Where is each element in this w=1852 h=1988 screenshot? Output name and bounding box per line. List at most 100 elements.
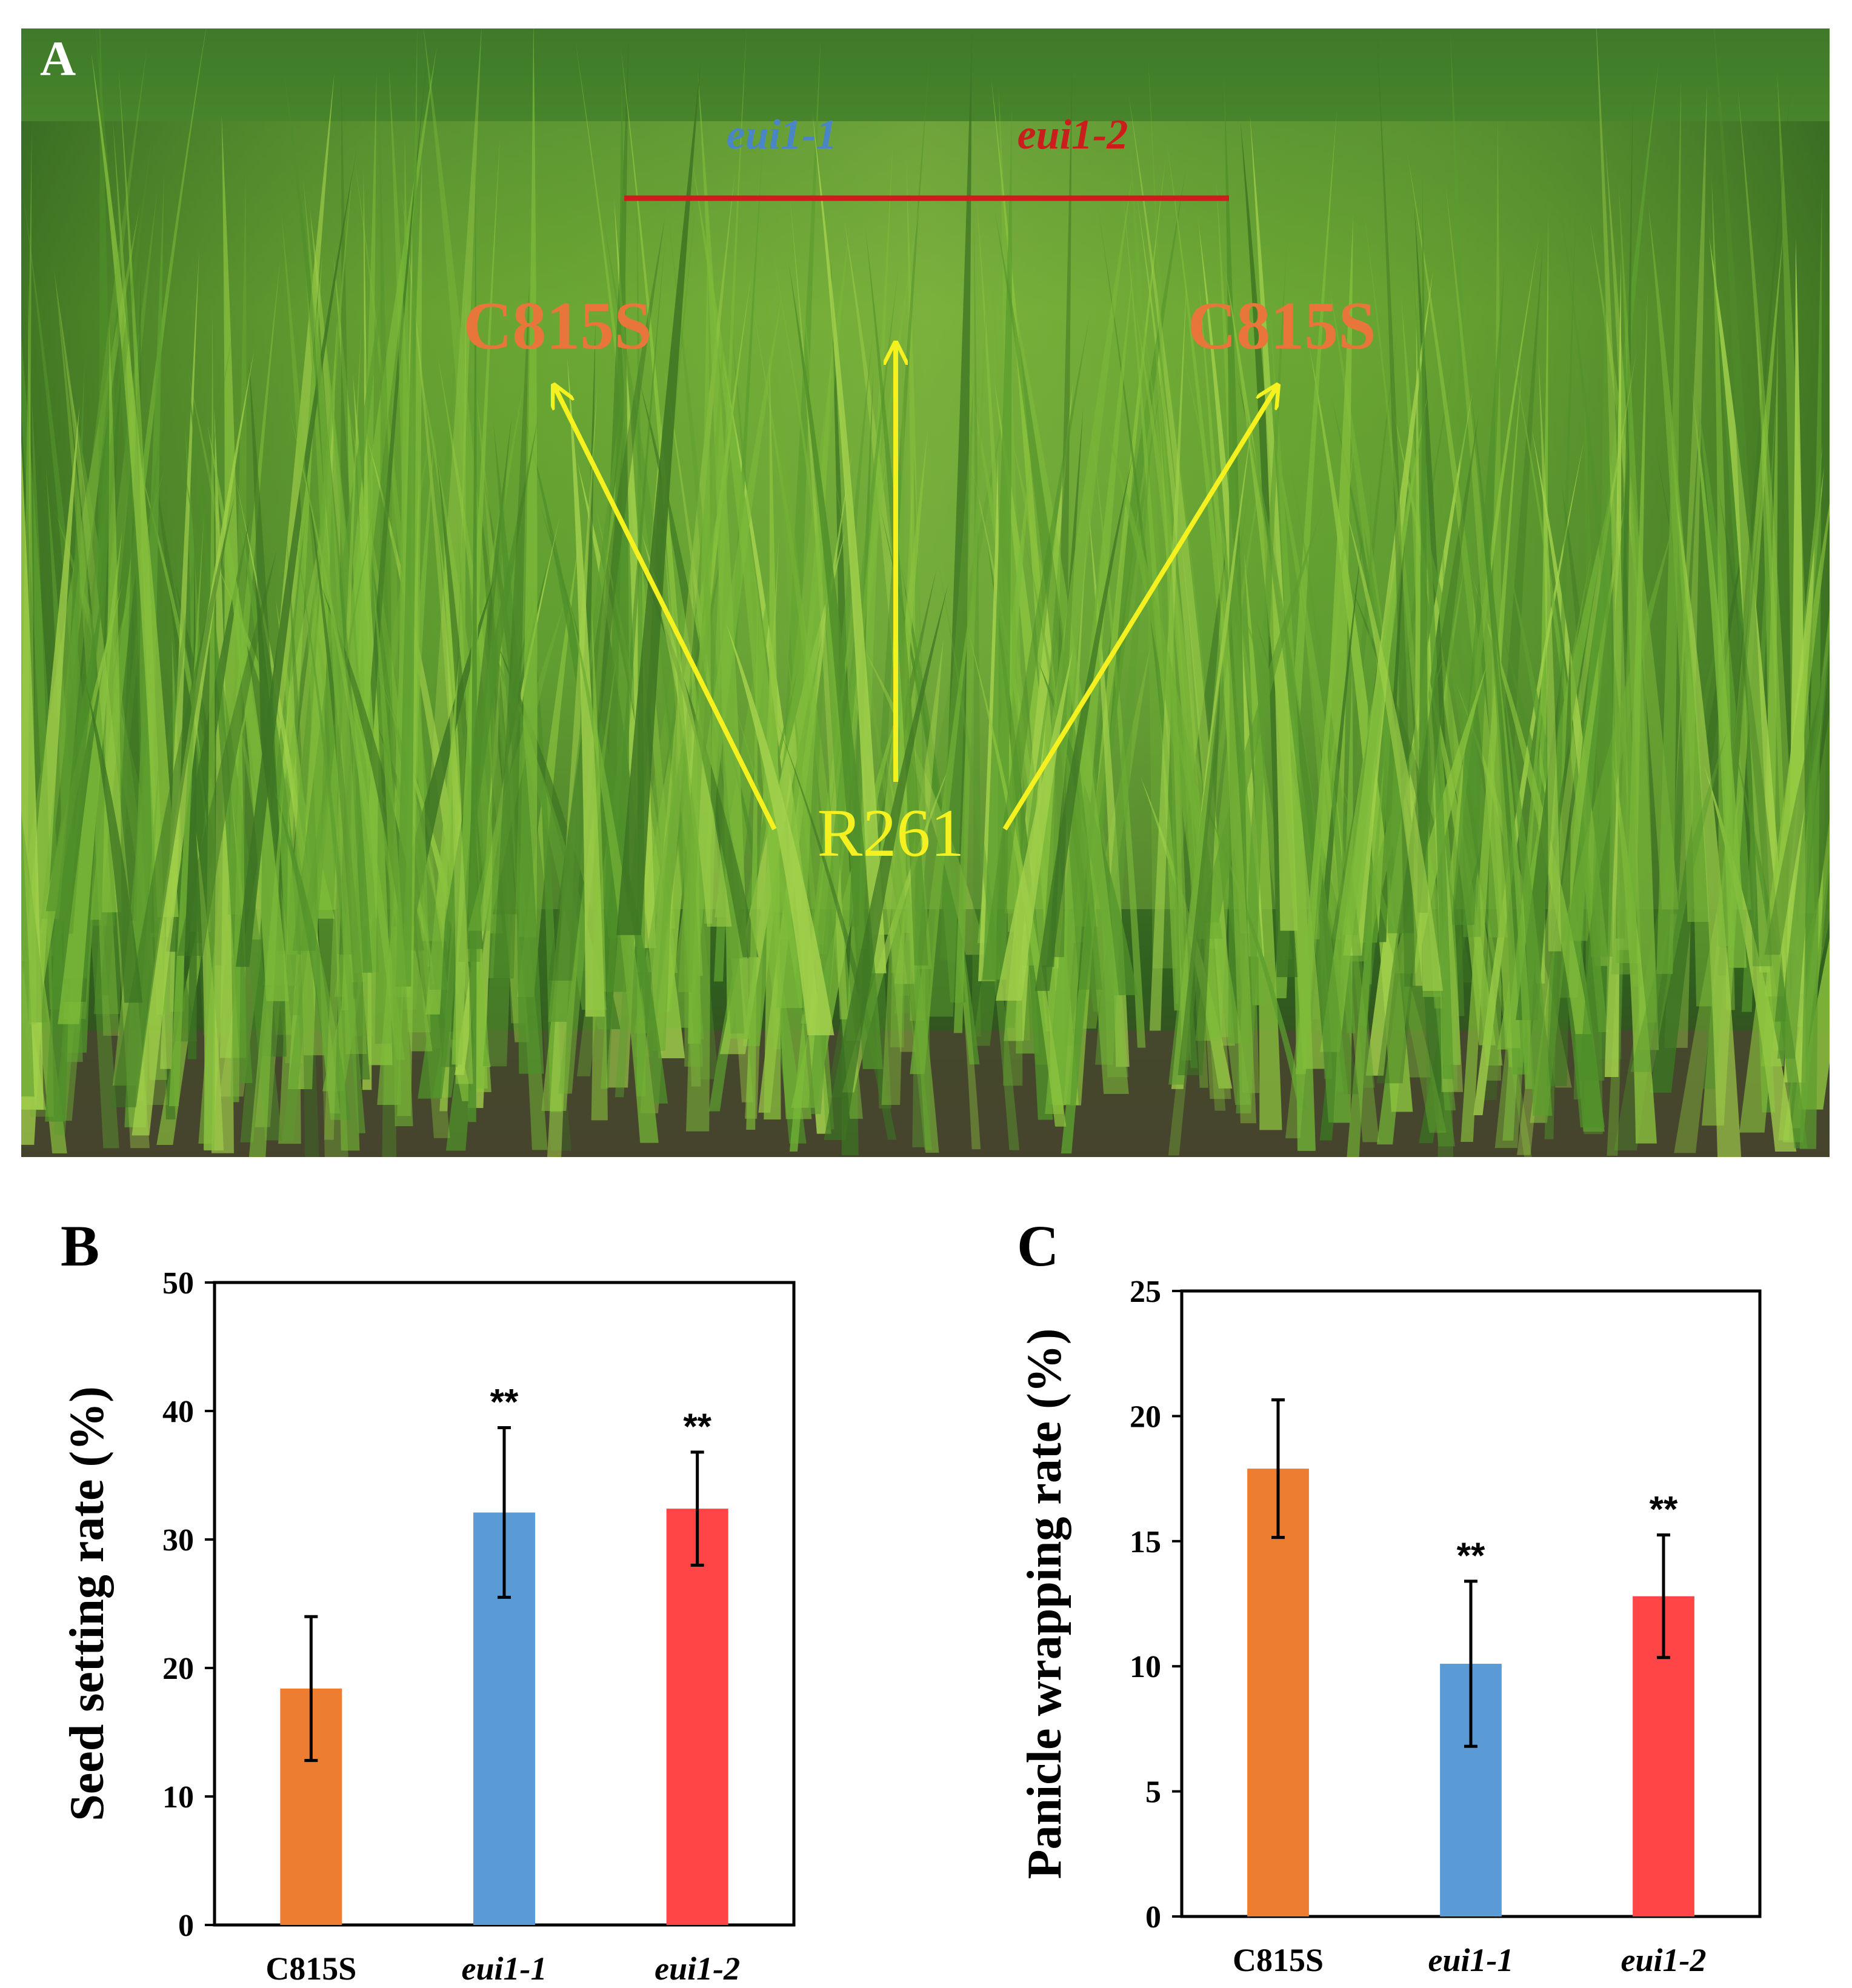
rice-leaf	[1461, 360, 1523, 1142]
y-tick-label: 0	[1145, 1900, 1161, 1935]
y-tick-label: 50	[162, 1266, 194, 1301]
rice-leaf	[362, 420, 471, 941]
rice-leaf	[746, 586, 758, 1130]
rice-leaf	[1557, 187, 1642, 987]
rice-leaf	[467, 601, 565, 931]
rice-leaf	[1664, 85, 1707, 1048]
rice-leaf	[1181, 345, 1293, 959]
rice-leaf	[248, 789, 283, 1158]
rice-leaf	[636, 554, 759, 958]
rice-leaf	[726, 623, 834, 1036]
seed-setting-chart: 0 10 20 30 40 50 C815S ** eui1-1 ** eui1-2 Seed set…	[61, 1266, 796, 1987]
rice-leaf	[1417, 171, 1428, 913]
y-tick-label: 10	[1130, 1650, 1161, 1684]
photo-frame	[20, 27, 1831, 1158]
x-tick-label: eui1-2	[1621, 1942, 1707, 1978]
rice-leaf	[1546, 634, 1571, 1086]
rice-leaf	[285, 148, 355, 986]
rice-leaf	[404, 248, 465, 1010]
rice-leaf	[1061, 512, 1143, 1154]
rice-leaf	[777, 721, 897, 1140]
rice-leaf	[41, 47, 147, 919]
rice-leaf	[967, 627, 1067, 1127]
rice-leaf	[1504, 692, 1553, 1116]
rice-leaf	[45, 576, 106, 912]
label-c815s-right: C815S	[1187, 289, 1376, 364]
rice-leaf	[927, 380, 974, 1017]
rice-leaf	[1398, 434, 1508, 938]
rice-leaf	[621, 46, 703, 976]
rice-leaf	[21, 329, 65, 1010]
rice-leaf	[1296, 425, 1356, 1075]
rice-leaf	[1410, 221, 1454, 1079]
rice-leaf	[1799, 184, 1822, 1149]
rice-leaf	[1764, 648, 1830, 955]
rice-leaf	[53, 130, 153, 934]
rice-leaf	[293, 522, 365, 1133]
rice-leaf	[602, 78, 630, 992]
x-tick-label: C815S	[265, 1950, 356, 1987]
rice-leaf	[85, 679, 143, 1003]
rice-leaf	[418, 361, 503, 934]
rice-leaf	[812, 111, 887, 973]
rice-leaf	[420, 28, 482, 941]
x-tick-label: eui1-1	[1428, 1942, 1514, 1978]
rice-leaf	[168, 515, 204, 1107]
arrow-left	[554, 385, 777, 830]
rice-leaf	[788, 261, 883, 1069]
rice-leaf	[824, 584, 948, 1140]
rice-plants	[21, 28, 1830, 1158]
rice-leaf	[274, 787, 351, 1120]
y-tick-label: 20	[1130, 1399, 1161, 1434]
rice-leaf	[1376, 32, 1416, 987]
rice-leaf	[1604, 256, 1622, 1077]
rice-leaf	[641, 532, 732, 927]
rice-leaf	[21, 798, 35, 1097]
rice-leaf	[1070, 167, 1187, 943]
rice-leaf	[1777, 605, 1830, 1059]
rice-leaf	[1345, 508, 1444, 991]
rice-leaf	[940, 32, 972, 961]
rice-leaf	[203, 309, 215, 1150]
rice-leaf	[1739, 499, 1830, 1133]
rice-leaf	[27, 276, 36, 1025]
y-tick-label: 15	[1130, 1525, 1161, 1559]
rice-leaf	[291, 497, 376, 1015]
rice-leaf	[418, 416, 539, 1099]
rice-leaf	[1335, 771, 1447, 1133]
rice-leaf	[1102, 413, 1223, 939]
rice-leaf	[548, 216, 665, 981]
rice-leaf	[1762, 330, 1778, 912]
rice-leaf	[321, 585, 425, 951]
rice-leaf	[1709, 236, 1787, 973]
rice-leaf	[807, 264, 899, 1115]
significance-label: **	[683, 1406, 711, 1447]
rice-leaf	[493, 281, 530, 979]
rice-leaf	[789, 193, 848, 1019]
rice-leaf	[686, 236, 711, 1132]
rice-leaf	[1704, 764, 1797, 1152]
arrow-right	[1002, 385, 1277, 831]
label-r261: R261	[818, 796, 965, 871]
rice-leaf	[1170, 545, 1227, 937]
rice-leaf	[458, 447, 508, 962]
x-tick-label: eui1-1	[462, 1950, 547, 1987]
rice-leaf	[1177, 673, 1221, 1076]
panel-b-label: B	[61, 1213, 99, 1278]
rice-leaf	[678, 255, 730, 992]
rice-leaf	[1471, 396, 1530, 1075]
label-eui1-1: eui1-1	[727, 112, 838, 158]
rice-leaf	[236, 149, 357, 967]
rice-leaf	[1517, 348, 1637, 1155]
panel-a-label: A	[40, 31, 76, 86]
panicle-wrapping-chart: 0 5 10 15 20 25 C815S ** eui1-1 ** eui1-2 Panicle w…	[1018, 1275, 1762, 1978]
rice-leaf	[616, 58, 701, 935]
rice-leaf	[347, 402, 450, 1138]
rice-leaf	[996, 648, 1073, 1001]
label-c815s-left: C815S	[463, 289, 651, 364]
rice-leaf	[58, 529, 122, 1024]
rice-leaf	[1034, 453, 1134, 991]
rice-leaf	[568, 596, 659, 1143]
rice-leaf	[91, 51, 179, 917]
